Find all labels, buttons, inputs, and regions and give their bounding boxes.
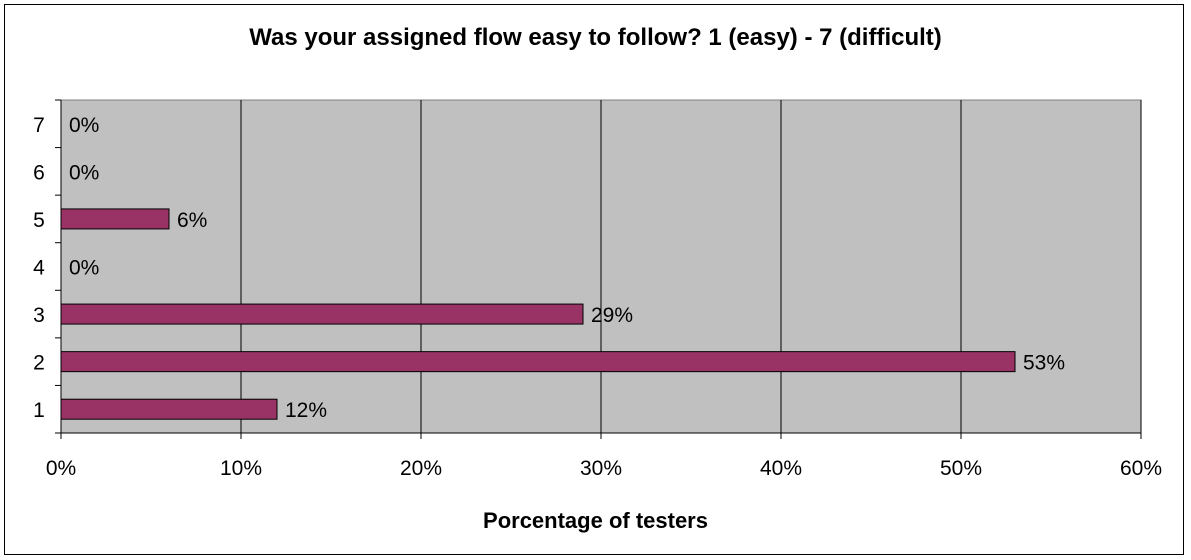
chart-title: Was your assigned flow easy to follow? 1…	[249, 24, 942, 51]
x-tick-label: 40%	[760, 457, 802, 480]
y-tick-label-5: 5	[33, 209, 45, 232]
bar-value-label-2: 53%	[1023, 352, 1065, 375]
x-tick-label: 30%	[580, 457, 622, 480]
bar-value-label-3: 29%	[591, 304, 633, 327]
bar-value-label-4: 0%	[69, 257, 99, 280]
y-tick-label-1: 1	[33, 399, 45, 422]
x-axis-label: Porcentage of testers	[483, 508, 708, 533]
y-tick-label-4: 4	[33, 257, 45, 280]
x-tick-label: 20%	[400, 457, 442, 480]
bar-value-label-6: 0%	[69, 161, 99, 184]
bar-5	[60, 208, 170, 230]
y-tick-label-3: 3	[33, 304, 45, 327]
bar-value-label-1: 12%	[285, 399, 327, 422]
bar-2	[60, 351, 1016, 373]
y-tick-label-6: 6	[33, 161, 45, 184]
bar-value-label-7: 0%	[69, 114, 99, 137]
y-tick-label-2: 2	[33, 352, 45, 375]
bar-3	[60, 303, 584, 325]
x-tick-label: 60%	[1120, 457, 1162, 480]
x-tick-label: 0%	[46, 457, 76, 480]
x-tick-label: 50%	[940, 457, 982, 480]
x-tick-label: 10%	[220, 457, 262, 480]
bar-1	[60, 398, 278, 420]
y-tick-label-7: 7	[33, 114, 45, 137]
bar-value-label-5: 6%	[177, 209, 207, 232]
